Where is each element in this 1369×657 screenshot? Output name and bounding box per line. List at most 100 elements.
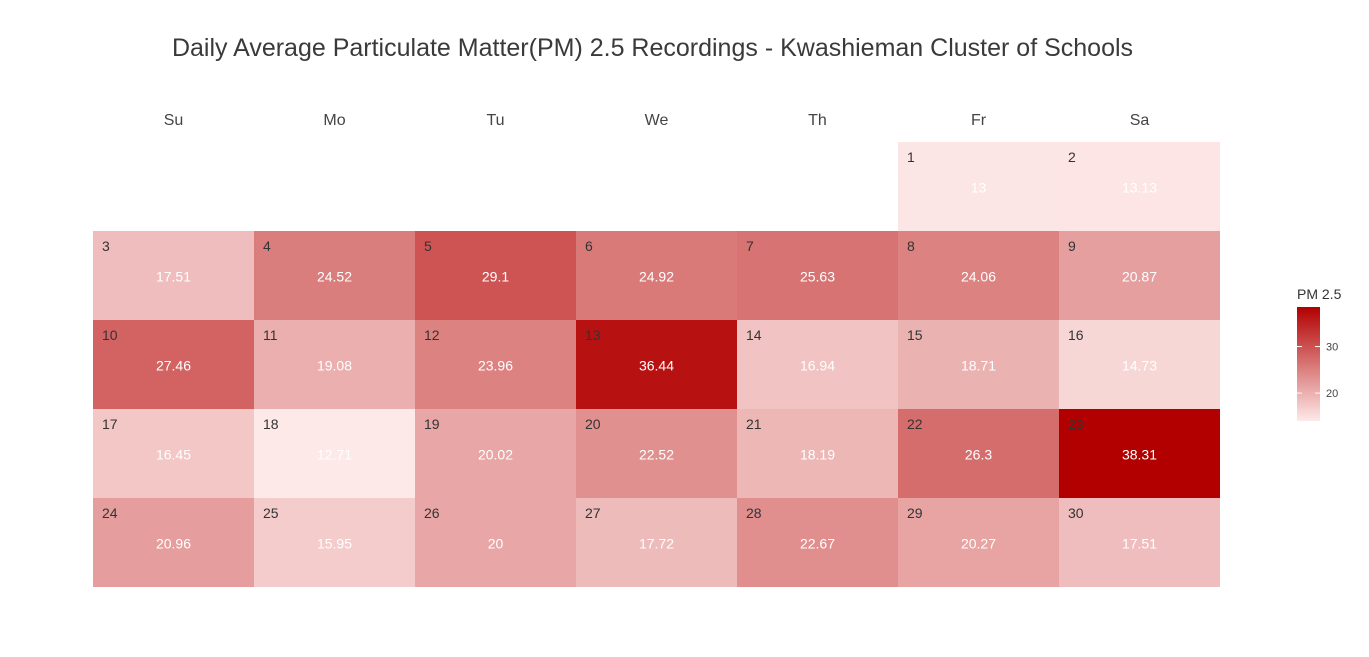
day-number: 11: [263, 327, 278, 343]
day-cell-25: 25 15.95: [254, 498, 415, 587]
day-cell-7: 725.63: [737, 231, 898, 320]
day-cell-rect: [1059, 498, 1220, 587]
day-number: 19: [424, 416, 440, 432]
day-cell-24: 24 20.96: [93, 498, 254, 587]
day-number: 12: [424, 327, 440, 343]
day-cell-rect: [576, 320, 737, 409]
day-cell-21: 21 18.19: [737, 409, 898, 498]
pm-value-label: 26.3: [965, 447, 992, 463]
weekday-label-th: Th: [808, 112, 827, 129]
day-number: 23: [1068, 416, 1084, 432]
day-cell-10: 10 27.46: [93, 320, 254, 409]
day-cell-11: 11 19.08: [254, 320, 415, 409]
legend-colorbar: [1297, 307, 1320, 421]
pm-value-label: 20: [488, 536, 504, 552]
day-cell-rect: [737, 498, 898, 587]
pm-value-label: 17.51: [1122, 536, 1157, 552]
pm-value-label: 13.13: [1122, 180, 1157, 196]
day-cell-rect: [93, 409, 254, 498]
pm-value-label: 27.46: [156, 358, 191, 374]
pm-value-label: 19.08: [317, 358, 352, 374]
day-number: 6: [585, 238, 593, 254]
day-number: 1: [907, 149, 915, 165]
pm-value-label: 36.44: [639, 358, 674, 374]
day-cell-1: 1 13: [898, 142, 1059, 231]
day-number: 18: [263, 416, 279, 432]
day-cell-2: 213.13: [1059, 142, 1220, 231]
day-cell-5: 529.1: [415, 231, 576, 320]
chart-title: Daily Average Particulate Matter(PM) 2.5…: [171, 34, 1134, 62]
pm-value-label: 18.71: [961, 358, 996, 374]
day-cell-rect: [737, 231, 898, 320]
day-cell-6: 624.92: [576, 231, 737, 320]
day-cell-27: 27 17.72: [576, 498, 737, 587]
day-cell-3: 317.51: [93, 231, 254, 320]
pm-value-label: 24.92: [639, 269, 674, 285]
day-number: 14: [746, 327, 762, 343]
day-number: 13: [585, 327, 601, 343]
day-number: 20: [585, 416, 601, 432]
day-number: 4: [263, 238, 271, 254]
day-cell-18: 18 12.71: [254, 409, 415, 498]
day-cell-8: 824.06: [898, 231, 1059, 320]
pm-value-label: 20.27: [961, 536, 996, 552]
day-cell-28: 28 22.67: [737, 498, 898, 587]
day-cell-14: 14 16.94: [737, 320, 898, 409]
day-cell-12: 12 23.96: [415, 320, 576, 409]
day-cell-rect: [415, 320, 576, 409]
day-cell-rect: [254, 498, 415, 587]
pm-value-label: 16.94: [800, 358, 835, 374]
pm-value-label: 16.45: [156, 447, 191, 463]
pm-value-label: 12.71: [317, 447, 352, 463]
day-cell-rect: [1059, 409, 1220, 498]
day-cell-rect: [93, 231, 254, 320]
day-cell-rect: [254, 231, 415, 320]
day-cell-9: 920.87: [1059, 231, 1220, 320]
day-cell-rect: [254, 409, 415, 498]
weekday-label-mo: Mo: [323, 112, 346, 129]
day-number: 15: [907, 327, 923, 343]
weekday-label-we: We: [644, 112, 669, 129]
day-number: 28: [746, 505, 762, 521]
day-cell-rect: [254, 320, 415, 409]
day-cell-rect: [415, 231, 576, 320]
day-number: 26: [424, 505, 440, 521]
day-cell-13: 13 36.44: [576, 320, 737, 409]
pm-value-label: 20.02: [478, 447, 513, 463]
day-number: 5: [424, 238, 432, 254]
day-cell-rect: [898, 231, 1059, 320]
calendar-cells: 113213.13317.51424.52529.1624.92725.6382…: [93, 142, 1220, 587]
pm-value-label: 17.51: [156, 269, 191, 285]
day-number: 10: [102, 327, 118, 343]
day-cell-17: 17 16.45: [93, 409, 254, 498]
day-cell-rect: [415, 409, 576, 498]
pm-value-label: 22.67: [800, 536, 835, 552]
day-cell-rect: [576, 409, 737, 498]
day-cell-rect: [898, 142, 1059, 231]
day-number: 16: [1068, 327, 1084, 343]
day-number: 29: [907, 505, 923, 521]
day-cell-rect: [93, 320, 254, 409]
day-cell-16: 16 14.73: [1059, 320, 1220, 409]
pm-value-label: 24.06: [961, 269, 996, 285]
legend-title: PM 2.5: [1297, 286, 1342, 302]
day-cell-22: 22 26.3: [898, 409, 1059, 498]
legend-tick-label: 20: [1326, 388, 1338, 400]
pm-value-label: 22.52: [639, 447, 674, 463]
day-cell-rect: [898, 498, 1059, 587]
day-cell-rect: [898, 409, 1059, 498]
day-number: 21: [746, 416, 762, 432]
weekday-label-tu: Tu: [486, 112, 505, 129]
day-cell-rect: [576, 498, 737, 587]
pm-value-label: 38.31: [1122, 447, 1157, 463]
weekday-label-sa: Sa: [1129, 112, 1150, 129]
day-number: 7: [746, 238, 754, 254]
day-number: 27: [585, 505, 601, 521]
day-cell-rect: [93, 498, 254, 587]
pm-value-label: 14.73: [1122, 358, 1157, 374]
pm-value-label: 24.52: [317, 269, 352, 285]
pm-value-label: 23.96: [478, 358, 513, 374]
pm-value-label: 20.96: [156, 536, 191, 552]
